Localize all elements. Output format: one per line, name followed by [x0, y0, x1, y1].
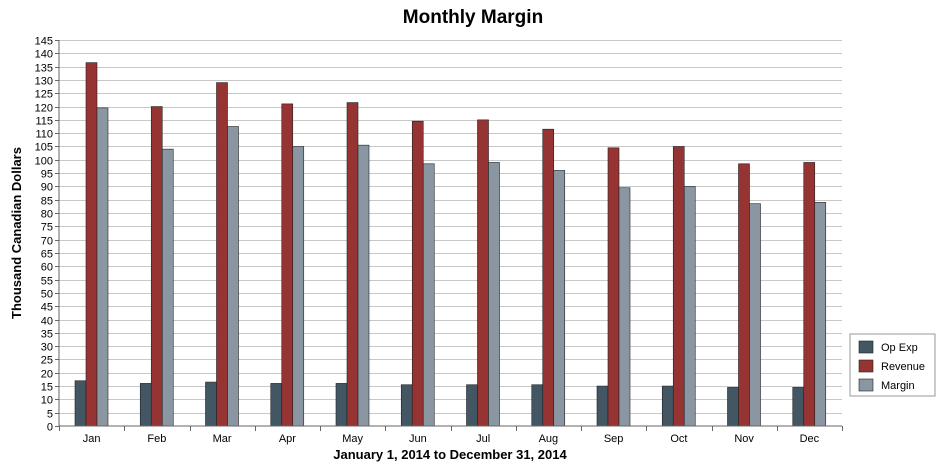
- bar-revenue-sep: [607, 147, 620, 427]
- y-tick-label: 130: [35, 76, 53, 88]
- y-axis-ticks: 0510152025303540455055606570758085909510…: [35, 36, 59, 434]
- x-axis-title: January 1, 2014 to December 31, 2014: [333, 447, 567, 462]
- y-tick-label: 10: [41, 395, 53, 407]
- x-tick-label: Aug: [539, 433, 559, 445]
- y-tick-label: 50: [41, 289, 53, 301]
- x-axis-ticks: Jan Feb Mar Apr May Jun Jul Aug Sep Oct Nov Dec: [59, 426, 843, 445]
- y-tick-label: 30: [41, 342, 53, 354]
- bars: [74, 62, 827, 427]
- bar-margin-sep: [618, 187, 631, 427]
- legend-swatch: [858, 378, 874, 392]
- bar-op-exp-sep: [596, 385, 609, 427]
- y-tick-label: 90: [41, 182, 53, 194]
- bar-op-exp-nov: [727, 387, 739, 427]
- legend: Op Exp Revenue Margin: [849, 333, 936, 397]
- bar-op-exp-oct: [661, 385, 674, 427]
- bar-margin-feb: [161, 148, 174, 427]
- bar-revenue-jan: [85, 62, 98, 427]
- x-tick-label: Oct: [670, 433, 687, 445]
- legend-label: Op Exp: [881, 342, 918, 354]
- x-tick-label: Jan: [83, 433, 101, 445]
- bar-revenue-feb: [150, 106, 163, 427]
- x-tick-label: Apr: [279, 433, 296, 445]
- bar-op-exp-apr: [270, 383, 283, 427]
- bar-revenue-oct: [672, 146, 685, 427]
- y-tick-label: 110: [35, 129, 53, 141]
- bar-margin-jun: [422, 163, 435, 427]
- legend-label: Revenue: [881, 361, 925, 373]
- x-tick-label: Mar: [213, 433, 232, 445]
- y-tick-label: 65: [41, 249, 53, 261]
- y-tick-label: 120: [35, 103, 53, 115]
- bar-revenue-apr: [281, 103, 294, 427]
- bar-revenue-may: [346, 102, 359, 427]
- bar-revenue-jul: [477, 119, 489, 427]
- y-tick-label: 25: [41, 355, 53, 367]
- bar-op-exp-aug: [531, 384, 544, 427]
- bar-margin-aug: [553, 170, 566, 427]
- bar-revenue-mar: [216, 82, 228, 427]
- bar-margin-oct: [683, 186, 696, 427]
- y-tick-label: 85: [41, 196, 53, 208]
- bar-op-exp-dec: [792, 387, 805, 427]
- y-tick-label: 70: [41, 236, 53, 248]
- bar-margin-nov: [749, 203, 761, 427]
- x-tick-label: Jul: [476, 433, 490, 445]
- bar-revenue-dec: [803, 162, 816, 427]
- y-tick-label: 60: [41, 262, 53, 274]
- y-tick-label: 100: [35, 156, 53, 168]
- bar-margin-jan: [96, 107, 109, 427]
- bar-margin-mar: [227, 126, 239, 427]
- x-tick-label: Jun: [409, 433, 427, 445]
- y-tick-label: 15: [41, 382, 53, 394]
- y-tick-label: 20: [41, 369, 53, 381]
- bar-revenue-nov: [738, 163, 750, 427]
- x-tick-label: Nov: [734, 433, 754, 445]
- bar-op-exp-mar: [205, 381, 217, 427]
- bar-revenue-aug: [542, 128, 555, 427]
- y-tick-label: 145: [35, 36, 53, 48]
- bar-op-exp-jun: [400, 384, 413, 427]
- bar-margin-jul: [488, 162, 500, 427]
- chart-title: Monthly Margin: [403, 7, 543, 28]
- x-tick-label: Feb: [147, 433, 166, 445]
- bar-revenue-jun: [411, 120, 424, 427]
- y-tick-label: 40: [41, 316, 53, 328]
- y-tick-label: 125: [35, 89, 53, 101]
- y-tick-label: 140: [35, 49, 53, 61]
- y-tick-label: 35: [41, 329, 53, 341]
- y-tick-label: 105: [35, 142, 53, 154]
- y-tick-label: 55: [41, 276, 53, 288]
- bar-op-exp-jan: [74, 380, 87, 427]
- bar-op-exp-feb: [139, 383, 152, 427]
- legend-label: Margin: [881, 380, 915, 392]
- y-tick-label: 80: [41, 209, 53, 221]
- bar-margin-apr: [292, 146, 305, 427]
- legend-swatch: [858, 359, 874, 373]
- y-tick-label: 45: [41, 302, 53, 314]
- bar-op-exp-may: [335, 383, 348, 427]
- y-axis-title: Thousand Canadian Dollars: [9, 147, 24, 319]
- bar-margin-may: [357, 144, 370, 427]
- y-tick-label: 95: [41, 169, 53, 181]
- x-tick-label: Dec: [800, 433, 820, 445]
- bar-margin-dec: [814, 202, 827, 427]
- y-tick-label: 0: [47, 422, 53, 434]
- bar-op-exp-jul: [466, 384, 478, 427]
- legend-swatch: [858, 340, 874, 354]
- y-tick-label: 75: [41, 222, 53, 234]
- y-tick-label: 5: [47, 409, 53, 421]
- x-tick-label: Sep: [604, 433, 624, 445]
- x-tick-label: May: [342, 433, 363, 445]
- grid-lines: [59, 40, 842, 414]
- y-tick-label: 115: [35, 116, 53, 128]
- y-tick-label: 135: [35, 63, 53, 75]
